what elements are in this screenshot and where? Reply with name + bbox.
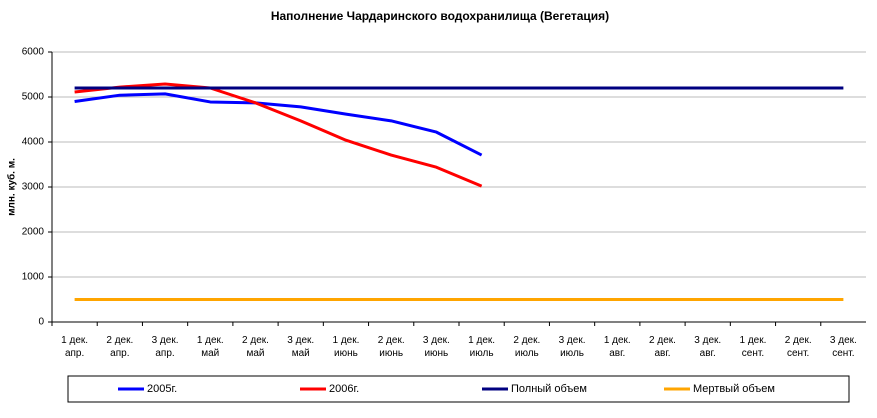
legend-label: 2006г. (329, 383, 359, 395)
legend-label: 2005г. (147, 383, 177, 395)
x-tick-label: 2 дек. сент. (784, 335, 812, 359)
x-tick-label: 2 дек. июль (513, 335, 541, 359)
legend-box (67, 375, 850, 403)
x-tick-label: 3 дек. май (287, 335, 315, 359)
y-tick-label: 4000 (22, 137, 45, 148)
y-tick-label: 0 (38, 317, 44, 328)
x-tick-label: 1 дек. май (196, 335, 224, 359)
y-tick-label: 2000 (22, 227, 45, 238)
x-tick-label: 1 дек. апр. (61, 335, 89, 359)
y-tick-label: 3000 (22, 182, 45, 193)
legend-label: Полный объем (511, 383, 587, 395)
series-line (74, 92, 483, 157)
x-tick-label: 2 дек. май (242, 335, 269, 359)
x-tick-label: 3 дек. июнь (422, 335, 450, 359)
x-tick-label: 2 дек. авг. (649, 335, 676, 359)
x-tick-label: 2 дек. апр. (106, 335, 134, 359)
x-tick-label: 2 дек. июнь (377, 335, 405, 359)
x-tick-label: 3 дек. апр. (151, 335, 179, 359)
x-tick-label: 1 дек. июнь (332, 335, 360, 359)
x-tick-label: 3 дек. сент. (829, 335, 857, 359)
series-line (74, 82, 483, 188)
y-tick-label: 1000 (22, 272, 45, 283)
y-tick-label: 6000 (22, 47, 45, 58)
chart-title: Наполнение Чардаринского водохранилища (… (271, 9, 609, 23)
x-tick-label: 1 дек. июль (468, 335, 496, 359)
x-tick-label: 3 дек. авг. (694, 335, 722, 359)
x-tick-label: 1 дек. сент. (739, 335, 767, 359)
y-axis-label: млн. куб. м. (6, 158, 18, 216)
x-tick-label: 3 дек. июль (558, 335, 586, 359)
x-tick-label: 1 дек. авг. (603, 335, 631, 359)
legend-label: Мертвый объем (693, 383, 775, 395)
y-tick-label: 5000 (22, 92, 45, 103)
